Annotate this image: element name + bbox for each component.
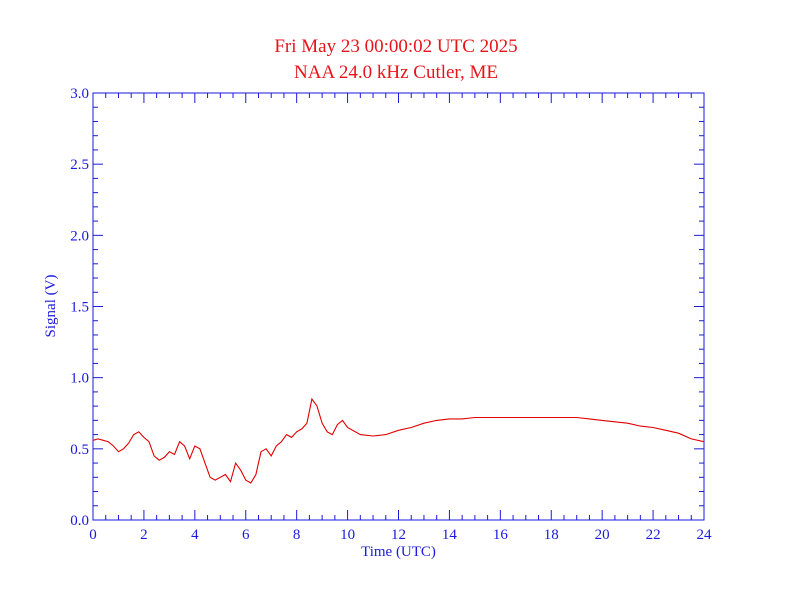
chart-title: Fri May 23 00:00:02 UTC 2025	[274, 36, 517, 57]
x-tick-label: 18	[544, 527, 559, 543]
x-tick-label: 6	[242, 527, 250, 543]
x-axis-label: Time (UTC)	[361, 544, 436, 560]
x-tick-label: 14	[442, 527, 458, 543]
x-tick-label: 16	[493, 527, 509, 543]
plot-frame	[92, 92, 705, 521]
x-tick-label: 22	[646, 527, 661, 543]
y-tick-label: 3.0	[70, 86, 89, 102]
x-tick-label: 0	[89, 527, 97, 543]
ticks-layer	[92, 92, 705, 521]
series-layer	[92, 397, 705, 484]
x-tick-label: 10	[340, 527, 355, 543]
x-tick-label: 12	[391, 527, 406, 543]
x-tick-label: 8	[293, 527, 301, 543]
x-tick-label: 20	[595, 527, 610, 543]
y-tick-label: 0.0	[70, 513, 89, 529]
y-axis-label: Signal (V)	[43, 275, 59, 338]
chart-subtitle: NAA 24.0 kHz Cutler, ME	[294, 62, 498, 83]
y-tick-label: 1.0	[70, 371, 89, 387]
signal-series-line	[92, 397, 705, 484]
y-tick-label: 2.5	[70, 157, 89, 173]
x-tick-label: 24	[697, 527, 713, 543]
y-tick-label: 0.5	[70, 442, 89, 458]
y-tick-label: 2.0	[70, 228, 89, 244]
tick-labels-layer: 0 2 4 6 8 10 12 14 16 18 20 22 240.00.51.01.52.02.53…	[70, 86, 712, 543]
x-tick-label: 4	[191, 527, 199, 543]
x-tick-label: 2	[140, 527, 148, 543]
y-tick-label: 1.5	[70, 300, 89, 316]
